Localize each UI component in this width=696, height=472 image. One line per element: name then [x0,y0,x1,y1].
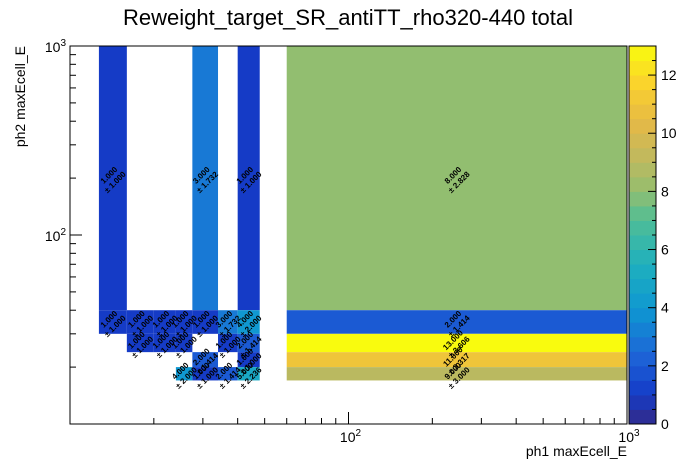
heatmap-cell [192,352,219,368]
heatmap-cell [175,367,193,381]
colorbar-segment [629,293,656,309]
colorbar-tick-label: 8 [661,183,669,199]
heatmap-cell [126,310,154,334]
heatmap-cell [237,46,260,311]
colorbar-segment [629,307,656,323]
heatmap-cell [192,310,219,334]
y-tick-label: 103 [45,38,67,55]
heatmap-cell [286,367,627,381]
heatmap-cell [192,46,219,311]
heatmap-cell [126,333,154,353]
y-axis-label: ph2 maxEcell_E [12,46,28,147]
heatmap-cell [175,310,193,334]
colorbar-segment [629,380,656,396]
colorbar-segment [629,60,656,76]
x-tick-label: 103 [618,428,640,445]
colorbar-segment [629,278,656,294]
colorbar-segment [629,249,656,265]
y-tick-label: 102 [45,227,67,244]
heatmap-cell [237,367,260,381]
colorbar-segment [629,46,656,62]
cells-layer [98,46,627,381]
colorbar-segment [629,205,656,221]
colorbar-segment [629,322,656,338]
colorbar-tick-label: 6 [661,242,669,258]
heatmap-cell [286,46,627,311]
colorbar-tick-label: 12 [661,67,677,83]
heatmap-cell [153,333,176,353]
axes-layer: 102 103 102 103 [45,38,640,445]
heatmap-cell [237,310,260,334]
heatmap-cell [286,352,627,368]
colorbar-segment [629,351,656,367]
x-tick-label: 102 [340,428,362,445]
heatmap-cell [286,310,627,334]
heatmap-cell [98,46,127,311]
heatmap-cell [175,333,193,353]
colorbar-tick-label: 10 [661,125,677,141]
x-axis-label: ph1 maxEcell_E [526,443,627,459]
colorbar-segment [629,104,656,120]
colorbar-segment [629,118,656,134]
heatmap-cell [192,367,219,381]
colorbar-segment [629,394,656,410]
colorbar-segment [629,220,656,236]
heatmap-cell [237,333,260,353]
colorbar-segment [629,176,656,192]
colorbar-tick-label: 4 [661,300,669,316]
colorbar-segment [629,365,656,381]
colorbar: 0 2 4 6 8 10 12 [628,45,677,432]
heatmap-cell [286,333,627,353]
colorbar-segment [629,409,656,425]
heatmap-cell [237,352,260,368]
colorbar-segment [629,336,656,352]
heatmap-cell [218,310,238,334]
colorbar-segment [629,75,656,91]
colorbar-segment [629,89,656,105]
heatmap-cell [98,310,127,334]
colorbar-segment [629,133,656,149]
colorbar-tick-label: 2 [661,358,669,374]
colorbar-segment [629,162,656,178]
colorbar-tick-label: 0 [661,416,669,432]
heatmap-cell [218,367,238,381]
colorbar-segment [629,147,656,163]
colorbar-segment [629,235,656,251]
chart-title: Reweight_target_SR_antiTT_rho320-440 tot… [123,5,573,30]
colorbar-segment [629,191,656,207]
heatmap-cell [218,333,238,353]
heatmap-cell [153,310,176,334]
colorbar-segment [629,264,656,280]
